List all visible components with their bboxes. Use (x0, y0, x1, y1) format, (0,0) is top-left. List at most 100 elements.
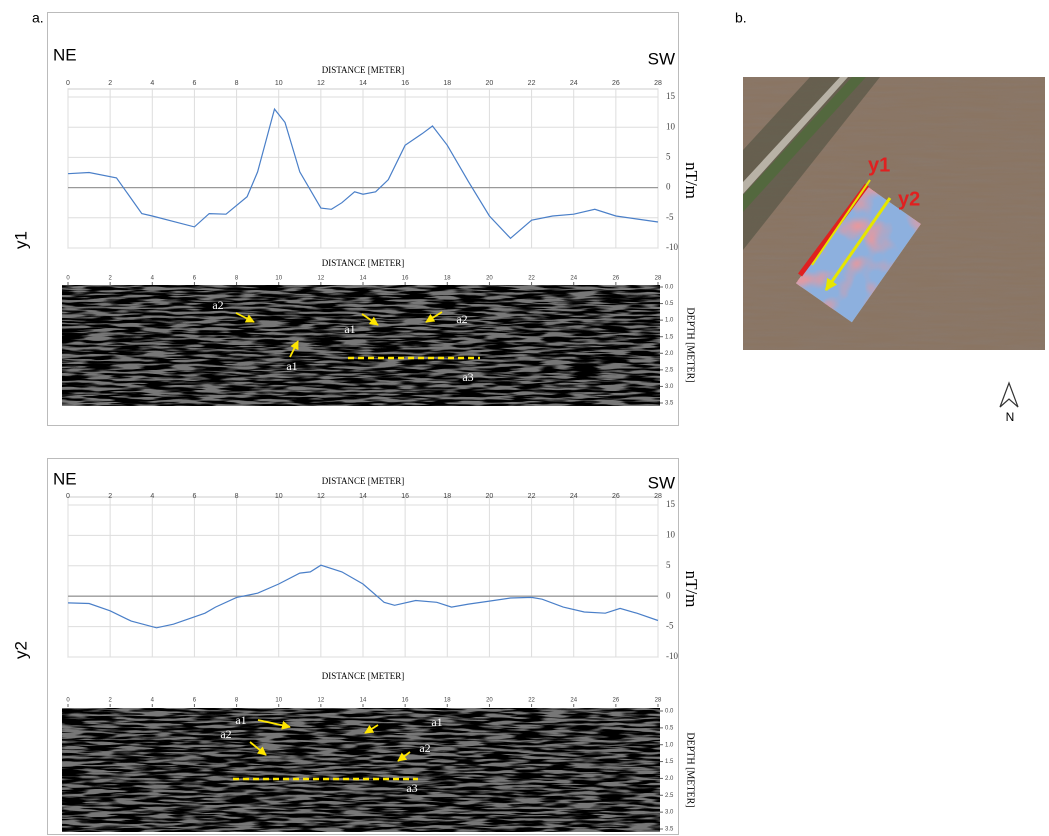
x-tick-label: 8 (235, 698, 239, 704)
y-tick-label: 0 (666, 590, 671, 600)
x-tick-label: 24 (570, 276, 577, 282)
x-tick-label: 4 (150, 493, 154, 500)
direction-label: SW (648, 473, 675, 492)
y-tick-label: 5 (666, 151, 671, 161)
x-tick-label: 12 (318, 276, 325, 282)
direction-label: NE (53, 469, 77, 488)
y-tick-label: 0 (666, 182, 671, 192)
x-tick-label: 8 (235, 493, 239, 500)
y-tick-label: 2.0 (665, 776, 674, 782)
y-axis-title: nT/m (682, 571, 701, 608)
x-tick-label: 10 (275, 493, 283, 500)
y-tick-label: -5 (666, 212, 674, 222)
x-tick-label: 24 (570, 493, 578, 500)
x-tick-label: 12 (317, 80, 325, 87)
y-tick-label: 5 (666, 560, 671, 570)
x-tick-label: 4 (151, 698, 155, 704)
data-line (67, 107, 659, 240)
annotation: a3 (462, 370, 473, 384)
panel-frame (47, 12, 679, 426)
x-tick-label: 0 (66, 276, 70, 282)
x-tick-label: 14 (359, 80, 367, 87)
y-tick-label: 1.0 (665, 742, 674, 748)
x-tick-label: 26 (613, 276, 620, 282)
x-tick-label: 28 (655, 276, 662, 282)
annotation-arrow (364, 724, 379, 734)
y-tick-label: 15 (666, 499, 676, 509)
x-tick-label: 22 (528, 698, 535, 704)
profile-label: y1 (11, 231, 30, 249)
x-tick-label: 14 (360, 276, 367, 282)
y-tick-label: 3.0 (665, 384, 674, 390)
north-label: N (1006, 410, 1015, 424)
x-tick-label: 6 (193, 276, 197, 282)
x-tick-label: 18 (443, 493, 451, 500)
x-tick-label: 12 (317, 493, 325, 500)
map-label: y1 (868, 154, 890, 176)
y-axis-title: nT/m (682, 162, 701, 199)
x-axis-title: DISTANCE [METER] (322, 258, 405, 268)
data-line (67, 564, 659, 629)
y-axis-title: DEPTH [METER] (685, 732, 696, 807)
x-tick-label: 0 (66, 80, 70, 87)
y-tick-label: 15 (666, 91, 676, 101)
x-tick-label: 4 (151, 276, 155, 282)
x-tick-label: 28 (654, 80, 662, 87)
x-tick-label: 2 (108, 276, 112, 282)
annotation-arrow (397, 751, 411, 762)
x-tick-label: 16 (401, 80, 409, 87)
x-axis-title: DISTANCE [METER] (322, 671, 405, 681)
annotation: a2 (220, 727, 231, 741)
x-tick-label: 26 (612, 493, 620, 500)
x-tick-label: 6 (193, 698, 197, 704)
annotation: a1 (235, 713, 246, 727)
radargram-image (62, 708, 660, 832)
y-tick-label: 0.0 (665, 709, 674, 715)
x-tick-label: 6 (192, 493, 196, 500)
annotation: a3 (406, 781, 417, 795)
x-tick-label: 6 (192, 80, 196, 87)
x-tick-label: 18 (444, 276, 451, 282)
annotation: a1 (344, 322, 355, 336)
x-tick-label: 24 (570, 698, 577, 704)
x-tick-label: 10 (275, 276, 282, 282)
x-tick-label: 22 (528, 276, 535, 282)
y-tick-label: 3.5 (665, 827, 674, 833)
y-axis-title: DEPTH [METER] (685, 307, 696, 382)
x-tick-label: 22 (528, 80, 536, 87)
x-tick-label: 20 (486, 80, 494, 87)
map-label: y2 (898, 188, 920, 210)
annotation: a2 (419, 741, 430, 755)
x-tick-label: 16 (402, 276, 409, 282)
y-tick-label: -10 (666, 651, 678, 661)
annotation-arrow (257, 719, 291, 730)
north-arrow (999, 381, 1019, 408)
panel-frame (47, 458, 679, 835)
y-tick-label: 0.0 (665, 285, 674, 291)
x-tick-label: 8 (235, 276, 239, 282)
panel-label: b. (735, 10, 747, 26)
x-tick-label: 28 (655, 698, 662, 704)
y-tick-label: 2.5 (665, 793, 674, 799)
x-axis-title: DISTANCE [METER] (322, 476, 405, 486)
y-tick-label: 10 (666, 529, 676, 539)
annotation: a1 (431, 715, 442, 729)
y-tick-label: 1.0 (665, 318, 674, 324)
annotation-arrow (235, 312, 255, 323)
x-tick-label: 16 (402, 698, 409, 704)
x-tick-label: 2 (108, 80, 112, 87)
direction-label: NE (53, 45, 77, 64)
y-tick-label: 2.5 (665, 367, 674, 373)
y-tick-label: -5 (666, 621, 674, 631)
y-tick-label: 1.5 (665, 334, 674, 340)
annotation-arrow (361, 313, 379, 326)
x-tick-label: 26 (613, 698, 620, 704)
x-tick-label: 18 (443, 80, 451, 87)
annotation: a2 (456, 312, 467, 326)
x-tick-label: 2 (108, 698, 112, 704)
x-tick-label: 4 (150, 80, 154, 87)
x-tick-label: 24 (570, 80, 578, 87)
y-tick-label: 2.0 (665, 351, 674, 357)
x-tick-label: 28 (654, 493, 662, 500)
